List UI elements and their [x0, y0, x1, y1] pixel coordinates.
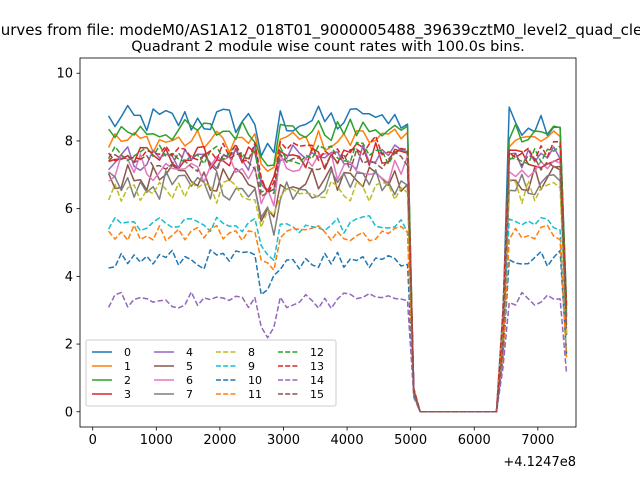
legend-label-1: 1 [124, 360, 131, 373]
y-tick-label: 10 [56, 67, 73, 82]
series-line-11 [108, 224, 568, 413]
y-tick-label: 2 [65, 338, 73, 353]
series-line-9 [107, 215, 568, 413]
x-tick-label: 7000 [521, 433, 554, 448]
x-tick-label: 1000 [140, 433, 173, 448]
legend-label-6: 6 [186, 374, 193, 387]
legend-label-15: 15 [310, 388, 324, 401]
legend-label-12: 12 [310, 346, 324, 359]
legend-label-7: 7 [186, 388, 193, 401]
x-tick-label: 3000 [267, 433, 300, 448]
chart-title: Quadrant 2 module wise count rates with … [131, 39, 525, 55]
series-line-10 [108, 249, 568, 413]
y-tick-label: 8 [65, 134, 73, 149]
plot-area: 0 1000 2000 3000 4000 5000 6000 700002468100123… [56, 57, 577, 448]
legend-label-10: 10 [248, 374, 262, 387]
legend-label-11: 11 [248, 388, 262, 401]
series-line-14 [107, 291, 568, 413]
y-tick-label: 4 [65, 270, 73, 285]
legend-label-0: 0 [124, 346, 131, 359]
legend-frame [85, 339, 337, 407]
x-tick-label: 0 [89, 433, 97, 448]
legend-label-13: 13 [310, 360, 324, 373]
y-tick-label: 0 [65, 405, 73, 420]
figure-suptitle: Light curves from file: modeM0/AS1A12_01… [0, 21, 640, 40]
y-tick-label: 6 [65, 202, 73, 217]
x-axis-offset-label: +4.1247e8 [503, 455, 576, 470]
legend-label-2: 2 [124, 374, 131, 387]
series-group [107, 104, 568, 413]
x-tick-label: 5000 [394, 433, 427, 448]
axes-frame [79, 57, 577, 428]
legend-label-9: 9 [248, 360, 255, 373]
legend-label-5: 5 [186, 360, 193, 373]
legend-label-3: 3 [124, 388, 131, 401]
legend-label-4: 4 [186, 346, 193, 359]
x-tick-label: 6000 [458, 433, 491, 448]
series-line-15 [108, 148, 568, 413]
x-tick-label: 4000 [331, 433, 364, 448]
x-tick-label: 2000 [203, 433, 236, 448]
legend-label-14: 14 [310, 374, 324, 387]
legend-label-8: 8 [248, 346, 255, 359]
